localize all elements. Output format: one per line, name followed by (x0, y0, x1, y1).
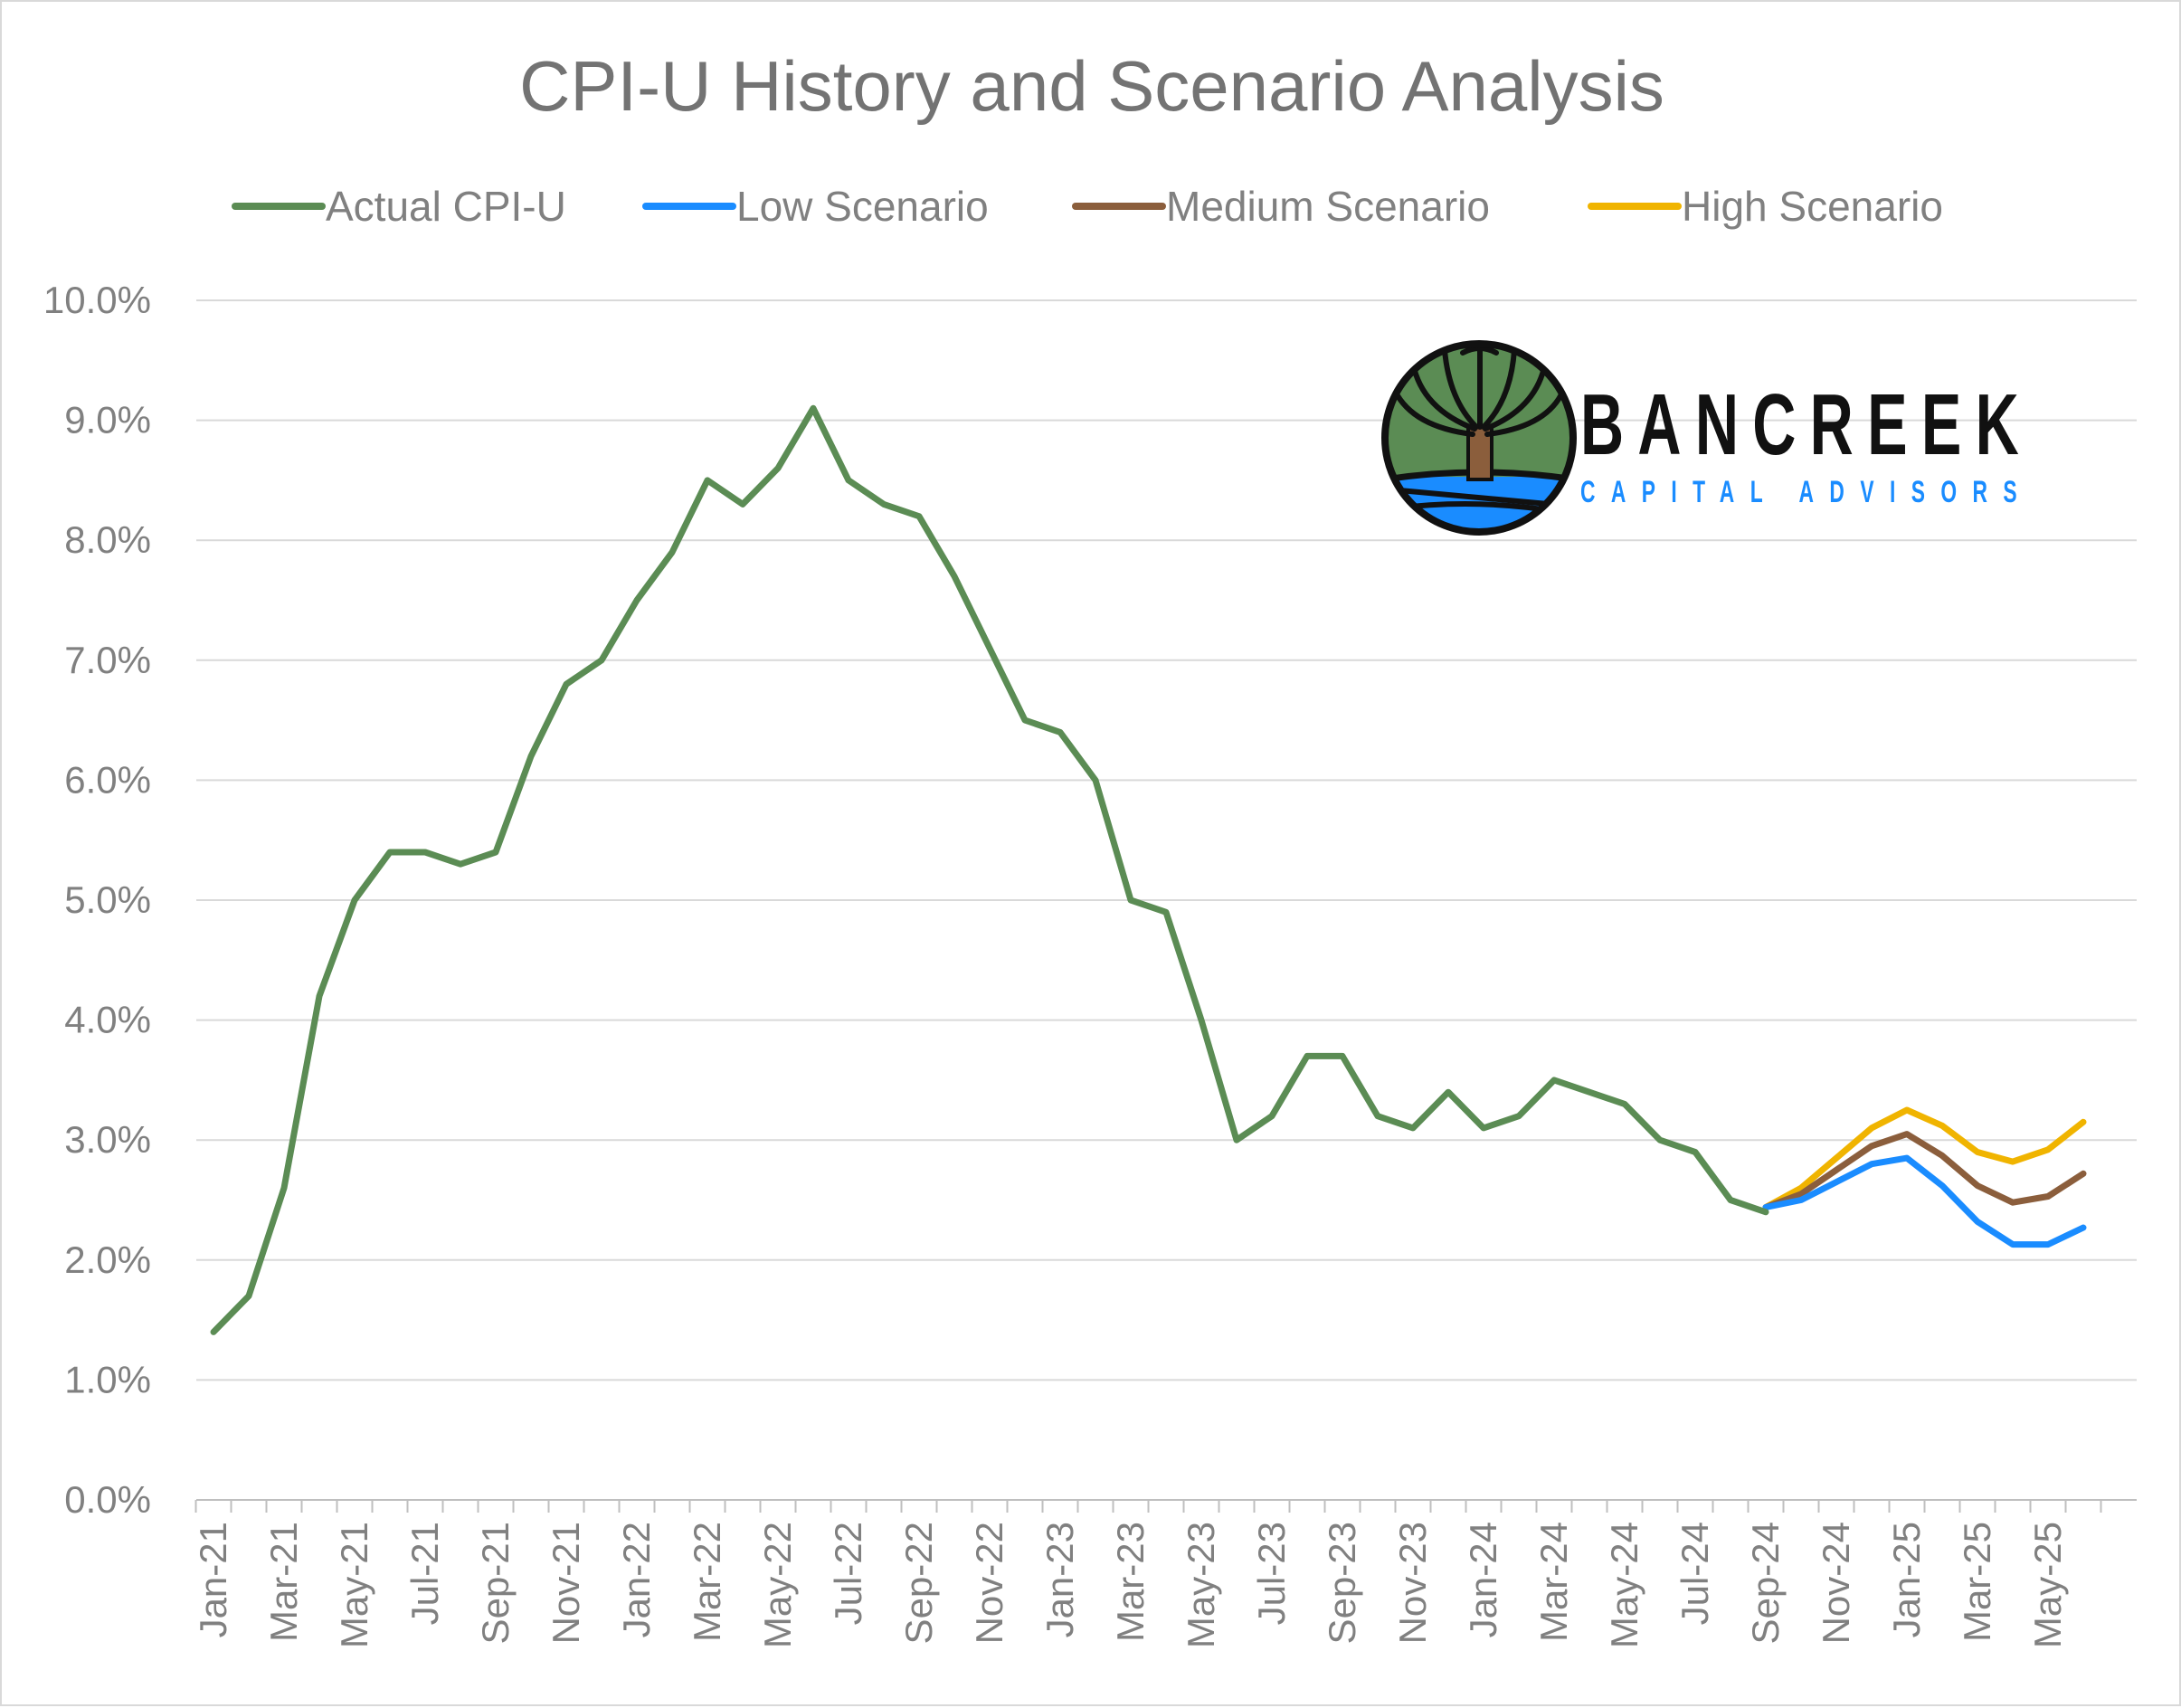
x-tick-label: May-24 (1603, 1522, 1645, 1648)
chart-title: CPI-U History and Scenario Analysis (519, 46, 1664, 126)
x-tick-label: Jul-21 (403, 1522, 446, 1625)
x-tick-label: Nov-21 (545, 1522, 587, 1644)
series-lines (210, 404, 2087, 1335)
x-tick-label: Jan-23 (1038, 1522, 1081, 1637)
y-tick-label: 6.0% (64, 758, 151, 801)
x-axis (194, 1500, 2102, 1513)
legend-label: High Scenario (1682, 183, 1943, 230)
y-tick-label: 1.0% (64, 1358, 151, 1400)
series-line-actual-cpi-u (210, 404, 1769, 1335)
x-tick-label: Jul-23 (1250, 1522, 1293, 1625)
x-tick-label: Mar-25 (1956, 1522, 1998, 1642)
y-tick-label: 10.0% (43, 279, 151, 321)
x-tick-label: Jul-22 (827, 1522, 869, 1625)
x-tick-label: Sep-23 (1321, 1522, 1363, 1644)
logo-tagline: CAPITAL ADVISORS (1580, 475, 2033, 509)
x-tick-label: Nov-23 (1391, 1522, 1434, 1644)
chart-legend: Actual CPI-U Low Scenario Medium Scenario H… (232, 183, 1943, 230)
x-tick-label: Mar-23 (1109, 1522, 1152, 1642)
y-tick-label: 7.0% (64, 639, 151, 681)
x-tick-label: Mar-24 (1532, 1522, 1575, 1642)
logo-brand-name: BANCREEK (1580, 376, 2033, 473)
x-tick-label: Jan-24 (1462, 1522, 1504, 1637)
series-line-high-scenario (1762, 1106, 2087, 1210)
y-tick-label: 5.0% (64, 878, 151, 921)
legend-label: Medium Scenario (1166, 183, 1490, 230)
legend-label: Actual CPI-U (326, 183, 566, 230)
y-tick-label: 4.0% (64, 999, 151, 1041)
x-tick-label: Sep-22 (897, 1522, 940, 1644)
series-line-medium-scenario (1762, 1131, 2087, 1210)
y-tick-label: 2.0% (64, 1238, 151, 1281)
x-tick-label: Nov-24 (1815, 1522, 1857, 1644)
y-axis-ticks: 0.0% 1.0% 2.0% 3.0% 4.0% 5.0% 6.0% 7.0% 8.0% 9.0%… (43, 279, 151, 1521)
x-tick-label: Sep-21 (474, 1522, 517, 1644)
x-axis-ticks: Jan-21 Mar-21 May-21 Jul-21 Sep-21 Nov-21 Jan-… (192, 1522, 2069, 1648)
y-tick-label: 3.0% (64, 1118, 151, 1161)
x-tick-label: May-23 (1180, 1522, 1222, 1648)
x-tick-label: Nov-22 (968, 1522, 1010, 1644)
legend-label: Low Scenario (736, 183, 989, 230)
y-tick-label: 9.0% (64, 399, 151, 441)
bancreek-logo: BANCREEK CAPITAL ADVISORS (1381, 340, 2033, 536)
x-tick-label: May-22 (756, 1522, 799, 1648)
x-tick-label: Jan-21 (192, 1522, 234, 1637)
x-tick-label: Jan-22 (615, 1522, 658, 1637)
x-tick-label: May-21 (333, 1522, 375, 1648)
tree-emblem-icon (1381, 340, 1577, 536)
x-tick-label: Mar-22 (686, 1522, 728, 1642)
y-tick-label: 8.0% (64, 518, 151, 561)
y-tick-label: 0.0% (64, 1478, 151, 1521)
series-line-low-scenario (1762, 1154, 2087, 1248)
x-tick-label: May-25 (2026, 1522, 2069, 1648)
x-tick-label: Jul-24 (1674, 1522, 1716, 1625)
x-tick-label: Mar-21 (262, 1522, 305, 1642)
x-tick-label: Sep-24 (1744, 1522, 1787, 1644)
x-tick-label: Jan-25 (1885, 1522, 1928, 1637)
